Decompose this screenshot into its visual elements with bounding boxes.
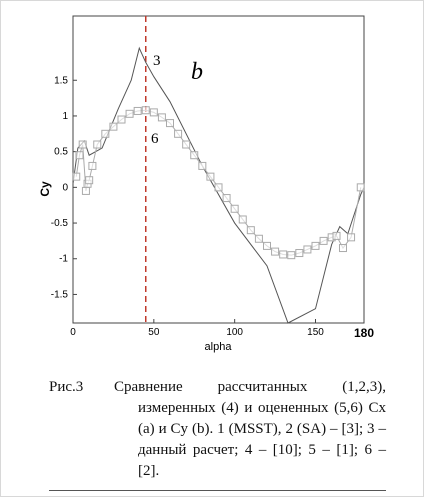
y-tick-label: 0 (62, 182, 68, 193)
point-marker (347, 233, 356, 242)
point-marker (125, 109, 134, 118)
point-marker (238, 215, 247, 224)
point-marker (133, 106, 142, 115)
x-tick-label: 180 (354, 326, 374, 340)
y-tick-label: -1.5 (51, 289, 69, 300)
y-tick-label: 0.5 (54, 147, 68, 158)
x-tick-label: 0 (70, 327, 76, 338)
x-axis-label: alpha (205, 341, 233, 353)
plot-frame (72, 15, 365, 324)
y-tick-label: -1 (59, 254, 68, 265)
point-marker (246, 226, 255, 235)
point-marker (109, 122, 118, 131)
point-marker (72, 172, 81, 181)
point-marker (88, 161, 97, 170)
point-marker (75, 151, 84, 160)
point-marker (287, 251, 296, 260)
point-marker (166, 119, 174, 128)
point-marker (230, 204, 239, 213)
chart: b 3 6 alpha Cy 0 50 100 150 180 -1.5 -1 -0.5 0 0.… (38, 15, 374, 353)
point-marker (214, 183, 223, 192)
point-marker (182, 140, 191, 149)
point-marker (149, 108, 158, 117)
point-marker (141, 106, 150, 115)
caption-label: Рис.3 (49, 379, 84, 395)
point-marker (174, 129, 183, 138)
panel-label: b (191, 59, 203, 85)
point-marker (206, 172, 215, 181)
point-marker (117, 115, 126, 124)
point-marker (222, 194, 231, 203)
point-marker (93, 140, 102, 149)
point-marker (198, 161, 207, 170)
point-marker (81, 186, 90, 195)
y-tick-label: 1 (62, 111, 68, 122)
rule (49, 490, 386, 491)
point-marker (78, 140, 87, 149)
series-label: 3 (153, 53, 161, 69)
point-marker (338, 244, 347, 253)
point-marker (319, 236, 328, 245)
y-tick-label: 1.5 (54, 75, 68, 86)
point-marker (85, 176, 94, 185)
x-tick-label: 150 (307, 327, 324, 338)
point-marker (271, 247, 280, 256)
caption-text: Сравнение рассчитанных (1,2,3), измеренн… (114, 379, 386, 479)
point-marker (279, 250, 288, 259)
point-marker (295, 249, 304, 258)
point-marker (101, 129, 110, 138)
point-marker (332, 231, 341, 240)
point-marker (311, 241, 320, 250)
x-tick-label: 50 (148, 327, 160, 338)
series-label: 6 (151, 131, 159, 147)
point-marker (356, 183, 365, 192)
x-tick-label: 100 (226, 327, 243, 338)
point-marker (190, 151, 199, 160)
point-marker (254, 234, 263, 243)
y-tick-label: -0.5 (51, 218, 69, 229)
y-axis-label: Cy (38, 181, 52, 197)
series-line (75, 109, 362, 256)
point-marker (303, 245, 312, 254)
point-marker (263, 241, 271, 250)
point-marker (157, 113, 166, 122)
